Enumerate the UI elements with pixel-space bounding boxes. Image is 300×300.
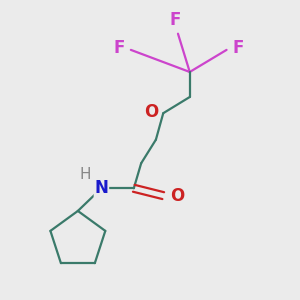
Text: N: N (94, 179, 108, 197)
Text: O: O (171, 187, 185, 205)
Text: O: O (145, 103, 159, 121)
Text: F: F (169, 11, 181, 29)
Text: F: F (114, 39, 125, 57)
Text: H: H (80, 167, 91, 182)
Text: F: F (232, 39, 244, 57)
